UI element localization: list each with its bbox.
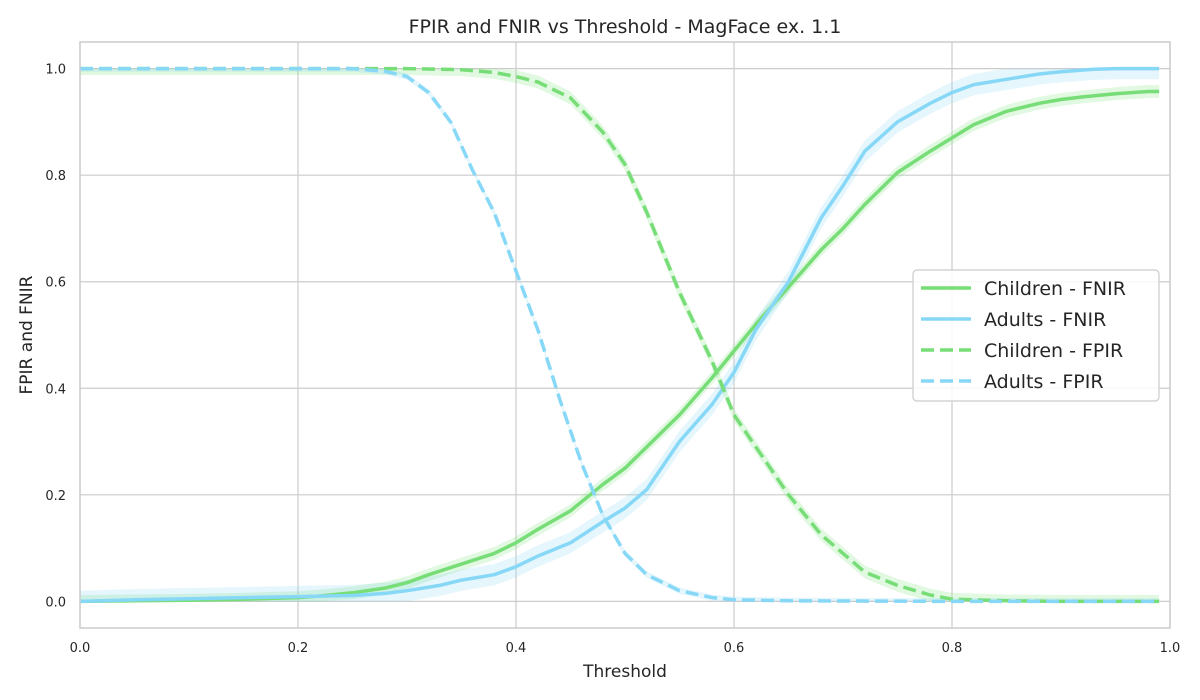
legend-label-2: Children - FPIR	[984, 340, 1123, 362]
x-tick-label: 1.0	[1160, 641, 1181, 656]
series-line-0	[79, 89, 1160, 604]
series-line-2	[80, 66, 1160, 604]
y-tick-label: 0.4	[45, 382, 66, 397]
legend: Children - FNIR Adults - FNIR Children - F…	[912, 269, 1160, 402]
plot-frame	[79, 41, 1171, 629]
y-tick-label: 0.2	[45, 489, 66, 504]
series-lines	[79, 66, 1160, 604]
legend-box	[912, 269, 1160, 402]
x-tick-label: 0.4	[506, 641, 527, 656]
y-axis-label: FPIR and FNIR	[17, 275, 37, 394]
x-tick-label: 0.8	[942, 641, 963, 656]
y-tick-label: 0.8	[45, 169, 66, 184]
series-line-1	[79, 66, 1160, 604]
x-axis-label: Threshold	[582, 662, 667, 682]
chart-title: FPIR and FNIR vs Threshold - MagFace ex.…	[409, 16, 842, 38]
x-tick-label: 0.2	[288, 641, 309, 656]
legend-label-3: Adults - FPIR	[984, 371, 1104, 393]
x-tick-label: 0.6	[724, 641, 745, 656]
legend-label-1: Adults - FNIR	[984, 309, 1106, 331]
y-tick-label: 0.0	[45, 595, 66, 610]
y-tick-label: 1.0	[45, 63, 66, 78]
series-line-3	[80, 66, 1160, 604]
y-tick-label: 0.6	[45, 276, 66, 291]
x-tick-label: 0.0	[70, 641, 91, 656]
legend-label-0: Children - FNIR	[984, 278, 1126, 300]
tick-labels: 0.0 0.2 0.4 0.6 0.8 1.0 0.0 0.2 0.4 0.6 0.8 1.0	[45, 63, 1180, 656]
